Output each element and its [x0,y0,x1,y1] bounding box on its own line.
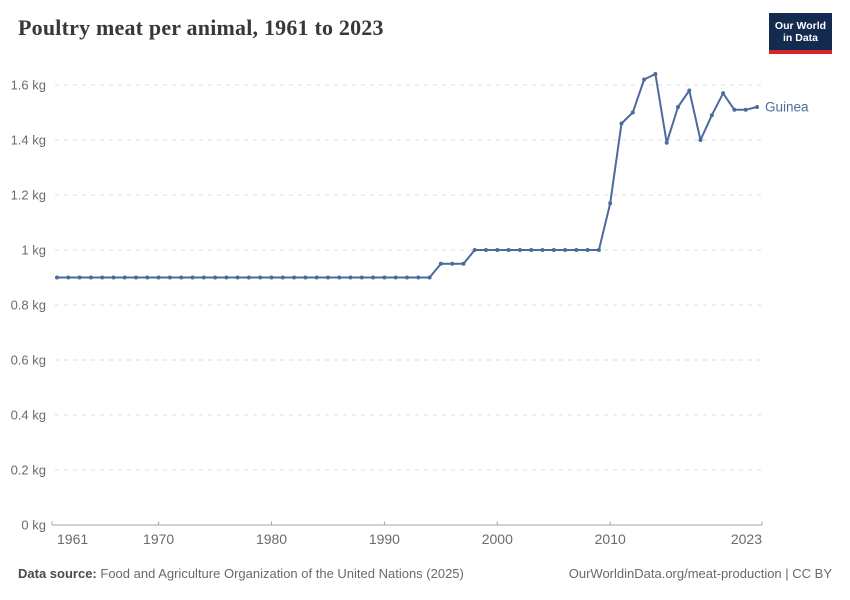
data-point[interactable] [122,275,127,280]
owid-logo-line2: in Data [782,31,818,44]
data-source-text: Food and Agriculture Organization of the… [100,566,464,581]
data-point[interactable] [393,275,398,280]
data-point[interactable] [371,275,376,280]
data-point[interactable] [551,248,556,252]
data-line[interactable] [56,73,758,279]
y-tick-label: 1 kg [21,243,46,258]
data-point[interactable] [450,261,455,266]
owid-logo-line1: Our World [774,19,827,32]
data-point[interactable] [427,275,432,280]
data-point[interactable] [495,248,500,252]
data-point[interactable] [540,248,545,252]
data-point[interactable] [472,248,477,252]
data-point[interactable] [743,107,748,112]
data-point[interactable] [258,275,263,280]
x-tick-label: 2000 [482,531,513,547]
owid-logo[interactable]: Our World in Data [769,13,832,54]
data-point[interactable] [246,275,251,280]
data-point[interactable] [224,275,229,280]
x-tick-label: 1990 [369,531,400,547]
data-point[interactable] [416,275,421,280]
data-point[interactable] [77,275,82,280]
data-point[interactable] [359,275,364,280]
y-tick-label: 1.2 kg [11,188,46,203]
data-point[interactable] [608,201,613,206]
credit-link[interactable]: OurWorldinData.org/meat-production | CC … [568,566,832,581]
y-tick-label: 1.4 kg [11,133,46,148]
data-point[interactable] [303,275,308,280]
data-point[interactable] [179,275,184,280]
series-label-guinea[interactable]: Guinea [765,100,809,115]
data-point[interactable] [190,275,195,280]
data-point[interactable] [235,275,240,280]
y-tick-label: 0.8 kg [11,298,46,313]
data-point[interactable] [88,275,93,280]
data-point[interactable] [676,105,680,109]
data-point[interactable] [721,91,726,96]
data-point[interactable] [201,275,206,280]
y-tick-label: 0.6 kg [11,353,46,368]
data-source-label: Data source: [18,566,97,581]
data-point[interactable] [664,140,669,145]
data-point[interactable] [348,275,353,280]
data-point[interactable] [755,105,759,109]
data-point[interactable] [66,275,71,280]
data-point[interactable] [100,275,105,280]
data-point[interactable] [292,275,297,280]
data-point[interactable] [709,113,714,118]
data-point[interactable] [506,248,511,252]
data-point[interactable] [145,275,150,280]
y-tick-label: 1.6 kg [11,78,46,93]
x-tick-label: 1961 [57,531,88,547]
data-point[interactable] [563,248,568,252]
data-point[interactable] [596,248,601,252]
data-point[interactable] [269,275,274,280]
data-point[interactable] [382,275,387,280]
x-tick-label: 1970 [143,531,174,547]
data-point[interactable] [585,248,590,252]
data-point[interactable] [574,248,579,252]
data-point[interactable] [213,275,218,280]
data-point[interactable] [337,275,342,280]
data-point[interactable] [156,275,161,280]
data-point[interactable] [517,248,522,252]
chart-footer: Data source: Food and Agriculture Organi… [0,564,850,584]
data-point[interactable] [732,107,737,112]
data-point[interactable] [619,121,624,126]
page-title: Poultry meat per animal, 1961 to 2023 [18,15,384,40]
data-point[interactable] [461,261,466,266]
data-point[interactable] [653,72,658,76]
data-point[interactable] [698,138,703,142]
data-point[interactable] [484,248,488,252]
x-tick-label: 2010 [595,531,626,547]
data-point[interactable] [687,88,692,93]
data-point[interactable] [55,275,59,280]
data-point[interactable] [134,275,138,280]
data-point[interactable] [405,275,409,280]
y-tick-label: 0.4 kg [11,408,46,423]
data-point[interactable] [314,275,319,280]
data-point[interactable] [326,275,330,280]
data-source: Data source: Food and Agriculture Organi… [18,564,464,584]
x-tick-label: 1980 [256,531,287,547]
x-tick-label: 2023 [731,531,762,547]
data-point[interactable] [111,275,116,280]
data-point[interactable] [438,261,443,266]
data-point[interactable] [630,110,635,115]
data-point[interactable] [529,248,534,252]
y-tick-label: 0.2 kg [11,463,46,478]
y-tick-label: 0 kg [21,518,46,533]
data-point[interactable] [280,275,285,280]
data-point[interactable] [167,275,172,280]
chart-canvas[interactable]: 0 kg 0.2 kg 0.4 kg 0.6 kg 0.8 kg 1 kg 1.2 kg 1.… [0,60,850,560]
data-point[interactable] [642,77,647,82]
